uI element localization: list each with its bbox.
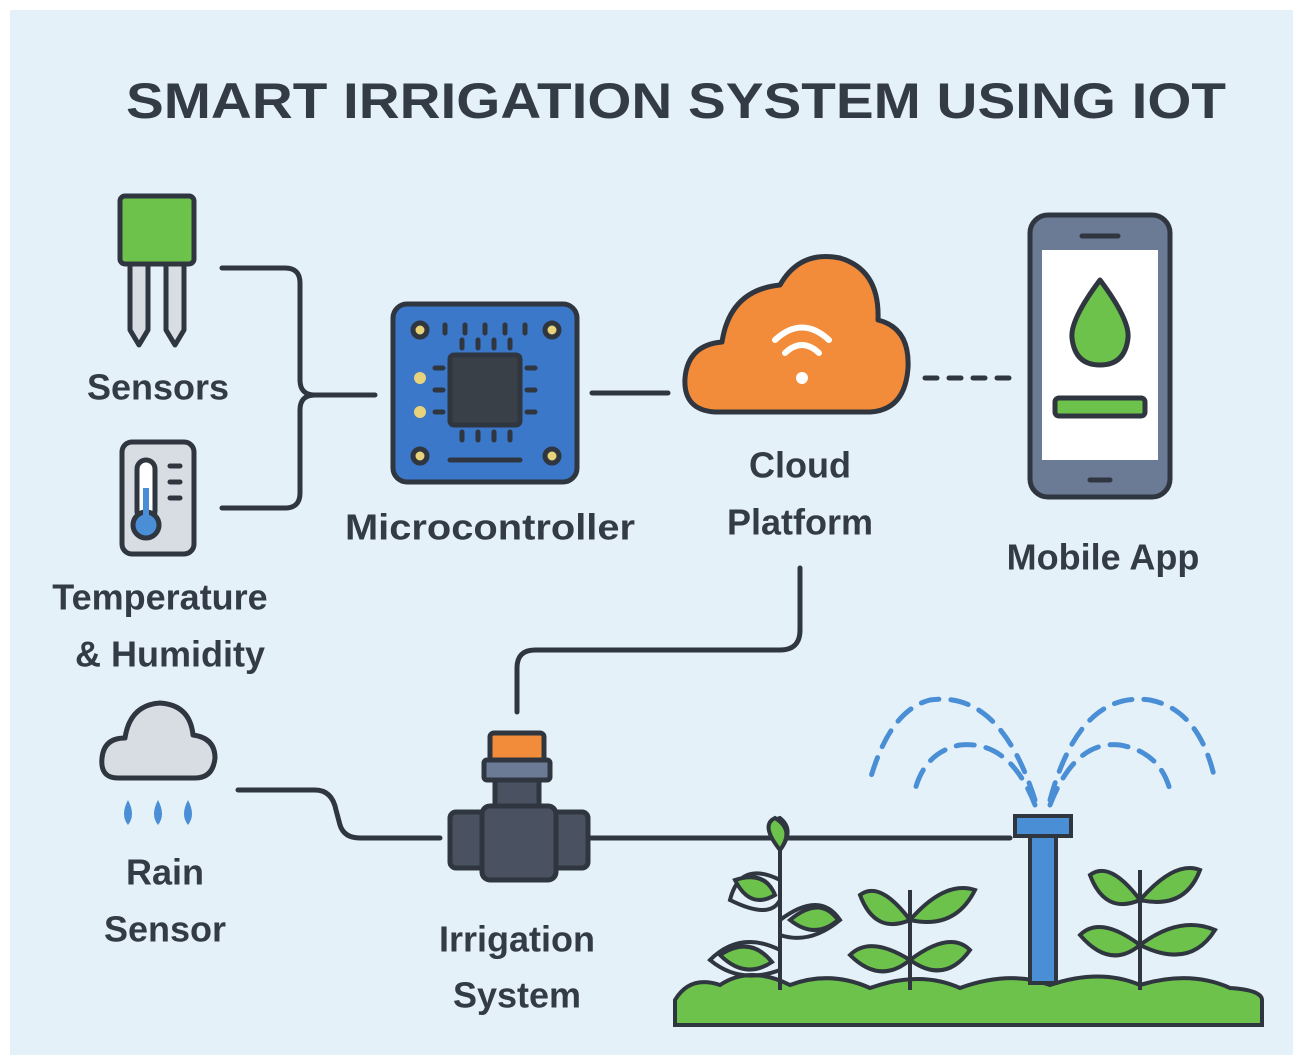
node-label: Microcontroller bbox=[345, 507, 635, 548]
diagram: SMART IRRIGATION SYSTEM USING IOT bbox=[0, 0, 1301, 1063]
node-label: Irrigation bbox=[439, 919, 595, 960]
title: SMART IRRIGATION SYSTEM USING IOT bbox=[126, 73, 1226, 129]
node-label: Sensors bbox=[87, 367, 229, 408]
node-label: Temperature bbox=[52, 577, 267, 618]
background bbox=[10, 10, 1293, 1055]
node-label: Cloud bbox=[749, 445, 851, 486]
node-label: System bbox=[453, 975, 581, 1016]
node-label: Mobile App bbox=[1007, 537, 1200, 578]
thermometer-icon bbox=[122, 442, 194, 554]
microcontroller-icon bbox=[393, 304, 577, 482]
node-label: & Humidity bbox=[75, 634, 265, 675]
phone-icon bbox=[1030, 215, 1170, 497]
node-label: Platform bbox=[727, 502, 873, 543]
node-label: Rain bbox=[126, 852, 204, 893]
node-label: Sensor bbox=[104, 909, 226, 950]
